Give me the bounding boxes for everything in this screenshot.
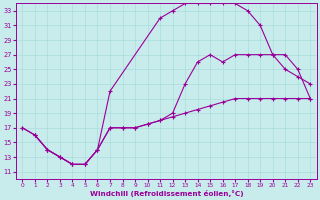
X-axis label: Windchill (Refroidissement éolien,°C): Windchill (Refroidissement éolien,°C) bbox=[90, 190, 243, 197]
